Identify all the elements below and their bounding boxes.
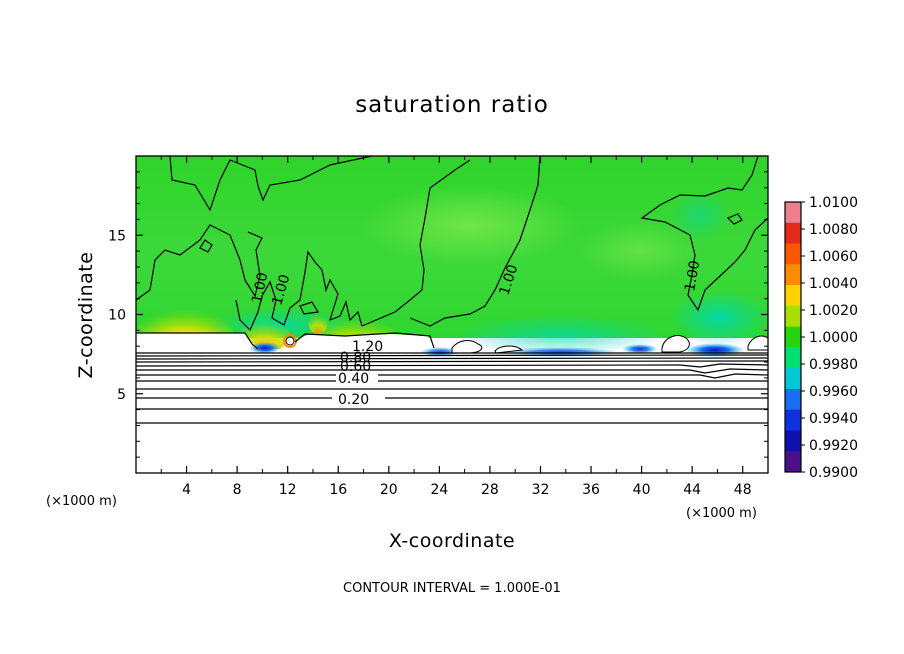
colorbar-swatch <box>785 264 801 286</box>
subcloud-region <box>136 352 768 473</box>
chart-title: saturation ratio <box>355 92 549 118</box>
x-unit-label-left: (×1000 m) <box>46 494 117 509</box>
colorbar-swatch <box>785 409 801 431</box>
plot-field <box>136 156 770 473</box>
colorbar-label: 1.0000 <box>809 330 858 346</box>
x-tick-label: 16 <box>329 482 347 498</box>
x-tick-label: 24 <box>430 482 448 498</box>
x-tick-label: 12 <box>279 482 297 498</box>
colorbar-swatch <box>785 326 801 348</box>
colorbar-swatch <box>785 202 801 224</box>
y-tick-label: 10 <box>108 308 126 324</box>
x-tick-label: 20 <box>380 482 398 498</box>
contour-label-group: 1.20 0.80 0.60 0.40 0.20 1.00 1.00 1.00 … <box>249 259 703 408</box>
colorbar-label: 1.0040 <box>809 276 858 292</box>
x-tick-label: 4 <box>182 482 191 498</box>
colorbar-label: 0.9960 <box>809 384 858 400</box>
colorbar-swatch <box>785 285 801 307</box>
x-tick-label: 36 <box>582 482 600 498</box>
colorbar-label: 0.9940 <box>809 411 858 427</box>
x-unit-label-right: (×1000 m) <box>686 506 757 521</box>
x-tick-label: 48 <box>734 482 752 498</box>
colorbar-label: 0.9980 <box>809 357 858 373</box>
x-tick-label: 40 <box>633 482 651 498</box>
x-tick-label: 32 <box>532 482 550 498</box>
colorbar-label: 1.0080 <box>809 222 858 238</box>
colorbar-label: 1.0060 <box>809 249 858 265</box>
colorbar-swatch <box>785 222 801 245</box>
colorbar-label: 1.0020 <box>809 303 858 319</box>
contour-lines <box>135 155 769 357</box>
colorbar-swatch <box>785 243 801 265</box>
colorbar-swatch <box>785 430 801 452</box>
colorbar-label: 0.9920 <box>809 438 858 454</box>
colorbar-swatch <box>785 305 801 328</box>
contour-label: 1.00 <box>682 259 703 292</box>
y-axis: 5 10 15 <box>108 171 768 458</box>
contour-label: 0.80 <box>340 350 371 366</box>
x-tick-label: 8 <box>233 482 242 498</box>
y-axis-label: Z-coordinate <box>75 252 97 379</box>
contour-label: 0.60 <box>340 359 371 375</box>
y-tick-label: 15 <box>108 228 126 244</box>
x-axis: 4 8 12 16 20 24 28 32 36 40 44 48 <box>160 156 752 498</box>
subcloud-contours <box>135 357 769 424</box>
y-tick-label: 5 <box>117 387 126 403</box>
contour-label: 0.20 <box>338 392 369 408</box>
x-tick-label: 44 <box>683 482 701 498</box>
colorbar-swatch <box>785 388 801 411</box>
colorbar-swatch <box>785 451 801 473</box>
contour-label: 0.40 <box>338 371 369 387</box>
colorbar-label: 1.0100 <box>809 195 858 211</box>
colorbar-swatch <box>785 368 801 390</box>
colorbar-label: 0.9900 <box>809 465 858 481</box>
contour-label: 1.00 <box>249 271 271 305</box>
colorbar-swatch <box>785 347 801 369</box>
x-axis-label: X-coordinate <box>389 530 515 552</box>
contour-label: 1.20 <box>352 339 383 355</box>
colorbar: 1.0100 1.0080 1.0060 1.0040 1.0020 1.0000 0.99… <box>784 195 858 481</box>
x-tick-label: 28 <box>481 482 499 498</box>
contour-interval-note: CONTOUR INTERVAL = 1.000E-01 <box>343 581 561 596</box>
